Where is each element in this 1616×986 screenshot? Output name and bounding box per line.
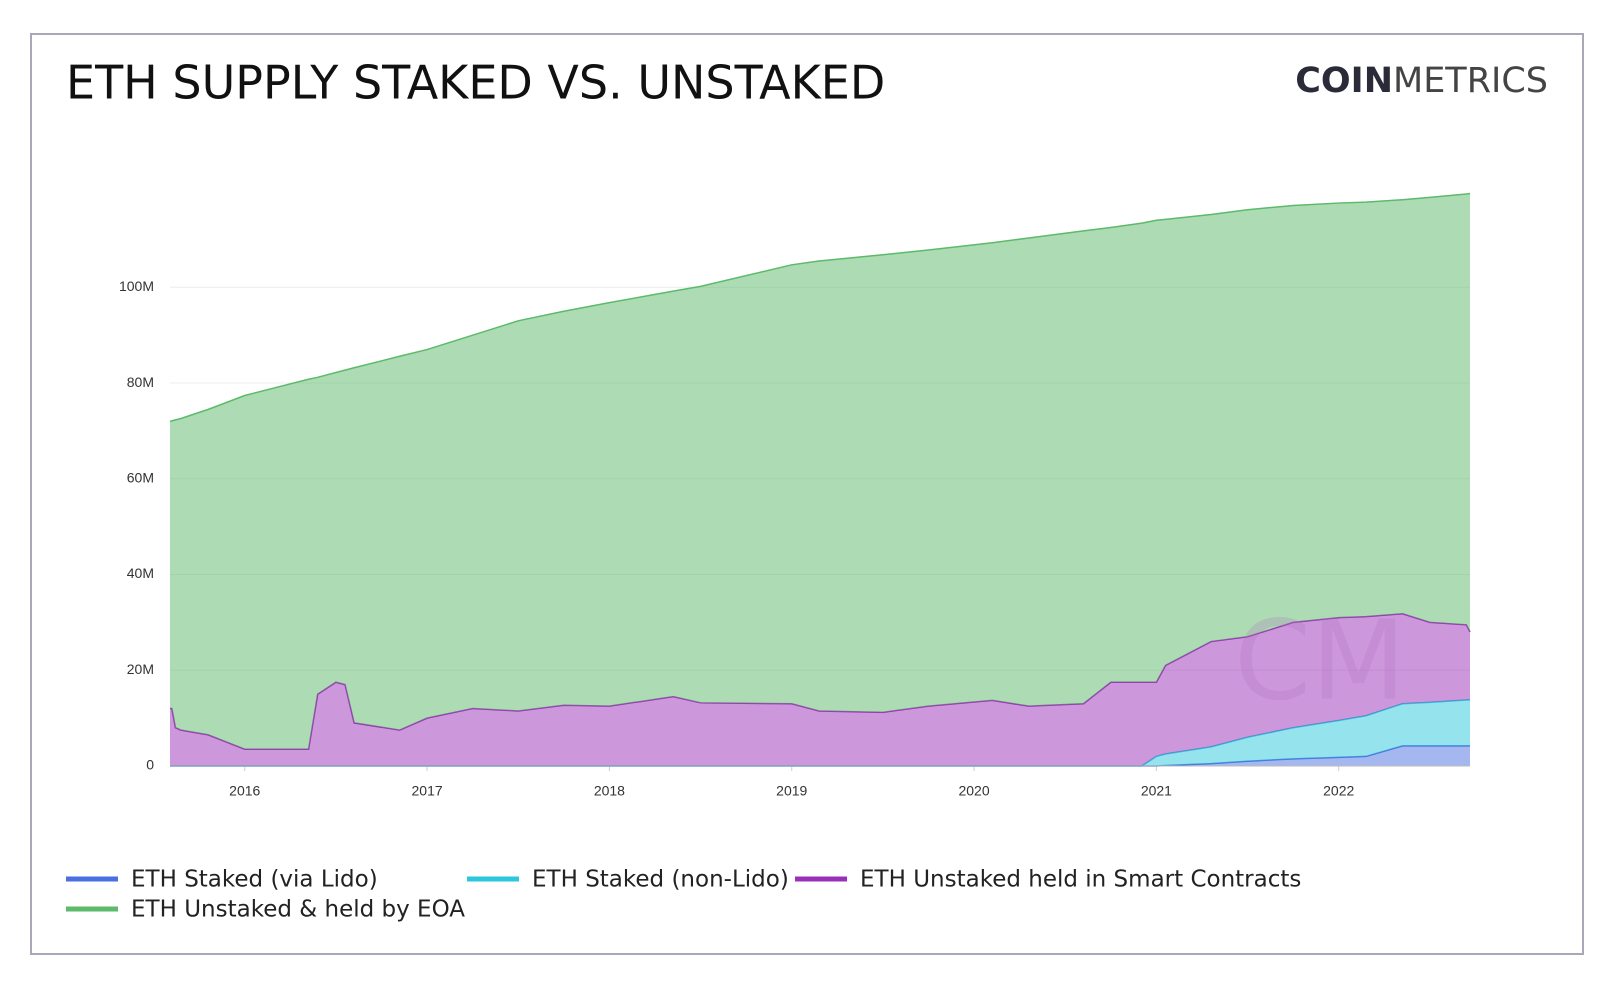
logo: COINMETRICS [1295, 61, 1548, 101]
legend-label: ETH Unstaked held in Smart Contracts [860, 867, 1301, 893]
x-tick-label: 2021 [1141, 783, 1172, 799]
y-tick-label: 40M [127, 565, 154, 581]
legend-label: ETH Unstaked & held by EOA [131, 897, 465, 923]
chart-title: ETH SUPPLY STAKED VS. UNSTAKED [66, 56, 885, 110]
area [170, 193, 1470, 750]
y-tick-label: 0 [146, 757, 154, 773]
x-tick-label: 2019 [776, 783, 807, 799]
y-tick-label: 20M [127, 661, 154, 677]
area [170, 613, 1470, 766]
legend-label: ETH Staked (non-Lido) [532, 867, 789, 893]
x-tick-label: 2016 [229, 783, 260, 799]
y-tick-label: 100M [119, 278, 154, 294]
x-tick-label: 2020 [958, 783, 989, 799]
logo-light: METRICS [1393, 61, 1548, 101]
watermark: CM [1234, 596, 1406, 724]
y-tick-label: 60M [127, 469, 154, 485]
y-tick-label: 80M [127, 374, 154, 390]
area [170, 745, 1470, 766]
logo-bold: COIN [1295, 61, 1393, 101]
x-tick-label: 2018 [594, 783, 625, 799]
x-tick-label: 2022 [1323, 783, 1354, 799]
area-line [169, 192, 1471, 423]
x-tick-label: 2017 [412, 783, 443, 799]
legend-label: ETH Staked (via Lido) [131, 867, 378, 893]
